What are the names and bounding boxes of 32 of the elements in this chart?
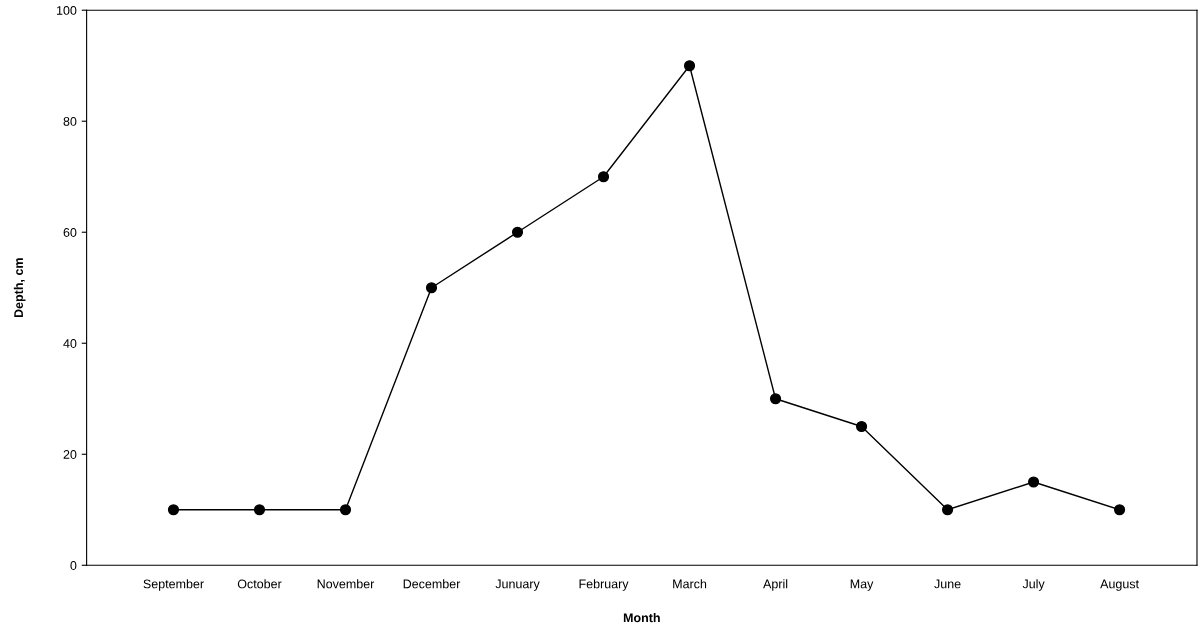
x-tick-label: October (237, 579, 282, 589)
point (855, 420, 868, 433)
point (511, 226, 524, 238)
x-tick-label: March (673, 579, 707, 589)
x-tick-label: April (763, 579, 788, 591)
y-tick-label: 80 (63, 117, 77, 126)
point (253, 504, 266, 516)
x-tick-label: December (403, 579, 461, 589)
x-tick-label: Junuary (495, 579, 540, 591)
y-tick-label: 0 (70, 561, 77, 570)
x-tick-label: February (579, 579, 629, 591)
point (425, 282, 438, 294)
point (597, 171, 610, 183)
x-axis-title: Month (623, 613, 660, 623)
x-tick-label: November (317, 579, 375, 589)
y-tick-label: 40 (63, 339, 77, 348)
x-tick-label: June (934, 579, 961, 589)
point (683, 60, 696, 72)
point (167, 504, 180, 516)
y-tick-label: 100 (56, 6, 77, 15)
point (942, 504, 954, 516)
x-tick-label: September (143, 579, 204, 591)
point (1028, 476, 1040, 488)
x-tick-label: August (1100, 579, 1139, 591)
x-tick-label: July (1022, 579, 1045, 591)
point (339, 504, 352, 516)
point (769, 393, 782, 405)
y-tick-label: 60 (63, 228, 77, 237)
y-tick-label: 20 (63, 450, 77, 459)
y-axis-title: Depth, cm (13, 258, 26, 318)
x-tick-label: May (850, 579, 874, 591)
point (1114, 504, 1126, 516)
